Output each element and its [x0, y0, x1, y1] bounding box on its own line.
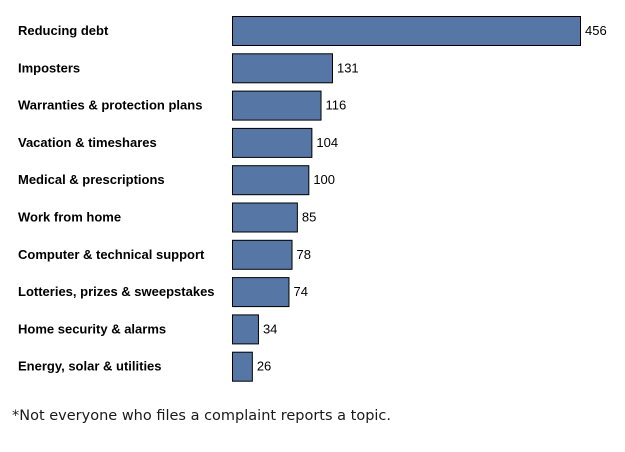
bar — [232, 239, 293, 270]
value-label: 116 — [326, 98, 347, 113]
category-label: Energy, solar & utilities — [18, 359, 162, 374]
value-label: 78 — [297, 247, 311, 262]
footnote: *Not everyone who files a complaint repo… — [12, 408, 392, 424]
category-label: Reducing debt — [18, 23, 109, 38]
bar — [232, 351, 253, 382]
category-label: Lotteries, prizes & sweepstakes — [18, 284, 215, 299]
value-label: 85 — [302, 210, 316, 225]
value-label: 131 — [337, 60, 359, 75]
bar — [232, 277, 290, 308]
value-label: 34 — [263, 321, 277, 336]
bar — [232, 314, 259, 345]
bar — [232, 127, 313, 158]
bar — [232, 16, 581, 46]
bar — [232, 202, 298, 233]
bar — [232, 53, 333, 84]
value-label: 26 — [257, 359, 271, 374]
category-label: Medical & prescriptions — [18, 172, 165, 187]
category-label: Work from home — [18, 210, 121, 225]
value-label: 456 — [585, 23, 607, 38]
bar-chart-svg: Reducing debt 456 Imposters 131 Warranties &… — [18, 16, 607, 382]
bar — [232, 165, 310, 196]
category-label: Home security & alarms — [18, 321, 166, 336]
value-label: 74 — [293, 284, 307, 299]
value-label: 104 — [316, 135, 338, 150]
value-label: 100 — [313, 172, 335, 187]
category-label: Computer & technical support — [18, 247, 205, 262]
category-label: Warranties & protection plans — [18, 98, 202, 113]
category-label: Imposters — [18, 60, 80, 75]
category-label: Vacation & timeshares — [18, 135, 157, 150]
bar-chart: Reducing debt 456 Imposters 131 Warranties &… — [18, 16, 607, 382]
bar — [232, 90, 322, 121]
